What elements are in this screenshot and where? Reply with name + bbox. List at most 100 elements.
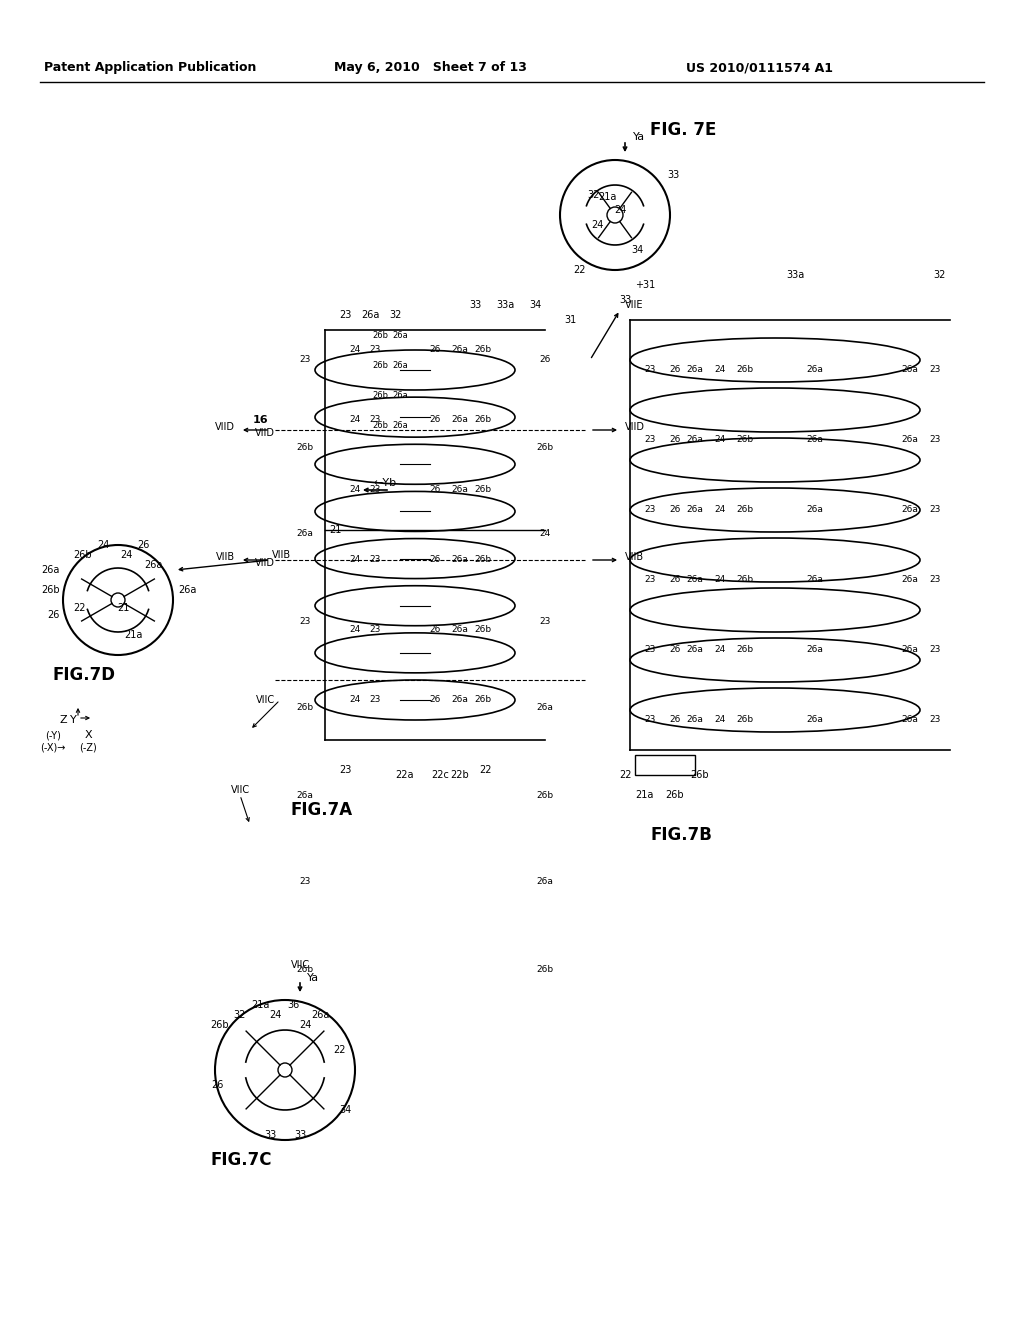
- Text: 26a: 26a: [360, 310, 379, 319]
- Text: 26a: 26a: [392, 421, 408, 429]
- Text: 23: 23: [644, 506, 655, 515]
- Text: 26a: 26a: [452, 416, 468, 425]
- Text: 31: 31: [564, 315, 577, 325]
- Text: 26b: 26b: [474, 626, 492, 635]
- Text: (-Y): (-Y): [45, 730, 61, 741]
- Text: FIG.7C: FIG.7C: [210, 1151, 271, 1170]
- Text: 26: 26: [670, 645, 681, 655]
- Text: Z: Z: [59, 715, 67, 725]
- Text: US 2010/0111574 A1: US 2010/0111574 A1: [686, 62, 834, 74]
- Text: 26a: 26a: [311, 1010, 329, 1020]
- Text: 26: 26: [670, 366, 681, 375]
- Text: 26a: 26a: [537, 704, 553, 713]
- Text: 26: 26: [670, 436, 681, 445]
- Text: 23: 23: [299, 878, 310, 887]
- Text: VIIB: VIIB: [216, 552, 234, 562]
- Text: 26a: 26a: [686, 715, 703, 725]
- Text: 26a: 26a: [452, 486, 468, 495]
- Text: 26: 26: [211, 1080, 223, 1090]
- Text: 32: 32: [934, 271, 946, 280]
- Text: 26b: 26b: [296, 704, 313, 713]
- Text: 26: 26: [670, 715, 681, 725]
- Text: VIIB: VIIB: [625, 552, 644, 562]
- Text: 21a: 21a: [598, 191, 616, 202]
- Text: 26a: 26a: [143, 560, 162, 570]
- Text: (-X)→: (-X)→: [40, 743, 66, 752]
- Text: 22b: 22b: [451, 770, 469, 780]
- Text: 23: 23: [339, 310, 351, 319]
- Text: 33: 33: [667, 170, 679, 180]
- Text: 26a: 26a: [42, 565, 60, 576]
- Text: 26a: 26a: [452, 556, 468, 565]
- Text: 33: 33: [469, 300, 481, 310]
- Text: 16: 16: [252, 414, 268, 425]
- Text: 26a: 26a: [297, 529, 313, 539]
- Text: VIIC: VIIC: [291, 960, 309, 970]
- Text: 22c: 22c: [431, 770, 449, 780]
- Text: 26b: 26b: [41, 585, 60, 595]
- Text: 34: 34: [631, 246, 643, 255]
- Text: 26a: 26a: [807, 645, 823, 655]
- Text: 26: 26: [429, 346, 440, 355]
- Text: 24: 24: [715, 715, 726, 725]
- Text: 26b: 26b: [372, 330, 388, 339]
- Text: 26b: 26b: [372, 360, 388, 370]
- Text: 23: 23: [339, 766, 351, 775]
- Text: 26a: 26a: [901, 506, 919, 515]
- Text: 26a: 26a: [297, 791, 313, 800]
- Text: (-Z): (-Z): [79, 743, 97, 752]
- Text: 26a: 26a: [686, 506, 703, 515]
- Text: 23: 23: [930, 576, 941, 585]
- Text: 23: 23: [930, 506, 941, 515]
- Text: VIIC: VIIC: [230, 785, 250, 795]
- Text: 26b: 26b: [211, 1020, 229, 1030]
- Text: 26a: 26a: [901, 436, 919, 445]
- Text: 23: 23: [930, 715, 941, 725]
- Bar: [635, 755, 695, 775]
- Text: 26b: 26b: [474, 486, 492, 495]
- Text: 26: 26: [429, 696, 440, 705]
- Text: 26b: 26b: [372, 421, 388, 429]
- Text: 26b: 26b: [474, 556, 492, 565]
- Text: 26a: 26a: [392, 330, 408, 339]
- Text: 23: 23: [930, 366, 941, 375]
- Text: 24: 24: [349, 626, 360, 635]
- Text: 26a: 26a: [178, 585, 197, 595]
- Text: 26a: 26a: [807, 715, 823, 725]
- Text: 23: 23: [370, 696, 381, 705]
- Text: 26: 26: [137, 540, 150, 550]
- Text: 22: 22: [573, 265, 587, 275]
- Text: 26: 26: [429, 556, 440, 565]
- Text: 26a: 26a: [686, 576, 703, 585]
- Text: 26a: 26a: [452, 626, 468, 635]
- Text: FIG. 7E: FIG. 7E: [650, 121, 717, 139]
- Text: 21: 21: [329, 525, 341, 535]
- Text: 24: 24: [349, 346, 360, 355]
- Text: 26b: 26b: [736, 436, 754, 445]
- Text: 26a: 26a: [807, 436, 823, 445]
- Text: 24: 24: [540, 529, 551, 539]
- Text: 34: 34: [339, 1105, 351, 1115]
- Text: 23: 23: [644, 576, 655, 585]
- Text: 26a: 26a: [901, 366, 919, 375]
- Text: 26a: 26a: [392, 360, 408, 370]
- Text: 23: 23: [299, 616, 310, 626]
- Text: 23: 23: [930, 645, 941, 655]
- Text: 26b: 26b: [736, 506, 754, 515]
- Text: VIID: VIID: [255, 558, 275, 568]
- Text: 23: 23: [644, 436, 655, 445]
- Text: 23: 23: [370, 626, 381, 635]
- Text: 24: 24: [97, 540, 110, 550]
- Text: 32: 32: [233, 1010, 246, 1020]
- Text: 36: 36: [287, 1001, 299, 1010]
- Text: 24: 24: [591, 220, 603, 230]
- Text: 26a: 26a: [392, 391, 408, 400]
- Text: 26: 26: [540, 355, 551, 364]
- Text: 26a: 26a: [901, 576, 919, 585]
- Text: 26b: 26b: [74, 550, 92, 560]
- Text: 26b: 26b: [537, 965, 554, 974]
- Text: 26b: 26b: [736, 715, 754, 725]
- Text: 21: 21: [117, 603, 129, 612]
- Text: 26a: 26a: [901, 715, 919, 725]
- Text: 23: 23: [644, 366, 655, 375]
